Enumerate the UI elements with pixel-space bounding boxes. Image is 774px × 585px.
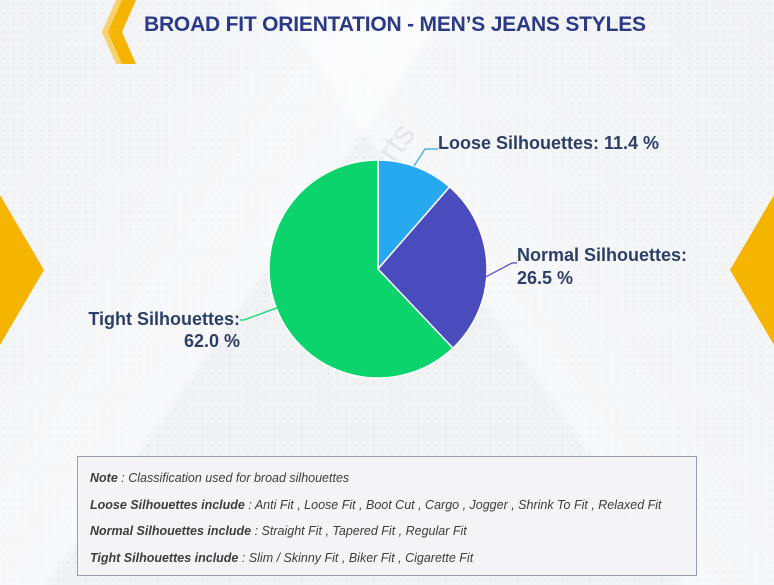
note-line-3: Tight Silhouettes include : Slim / Skinn… — [90, 550, 474, 565]
leader-line-normal — [477, 262, 517, 282]
page-title: BROAD FIT ORIENTATION - MEN’S JEANS STYL… — [144, 13, 646, 36]
slice-value-normal: 26.5 % — [517, 268, 573, 288]
leader-line-tight — [240, 305, 283, 321]
pie-slice-normal — [376, 185, 488, 350]
note-line-2: Normal Silhouettes include : Straight Fi… — [90, 524, 467, 538]
slice-label-tight: Tight Silhouettes: — [88, 309, 240, 329]
slice-label-normal: Normal Silhouettes: — [517, 245, 687, 265]
leader-line-loose — [413, 148, 438, 167]
note-box: Note : Classification used for broad sil… — [77, 456, 697, 576]
note-line-1: Loose Silhouettes include : Anti Fit , L… — [90, 497, 662, 512]
note-line-0: Note : Classification used for broad sil… — [90, 471, 350, 485]
right-chevron-decoration — [730, 195, 774, 345]
pie-slice-tight — [268, 159, 454, 379]
pie-slice-loose — [377, 159, 451, 272]
title-chevron-icon — [102, 0, 136, 64]
header: BROAD FIT ORIENTATION - MEN’S JEANS STYL… — [102, 0, 774, 64]
pie-chart: Loose Silhouettes: 11.4 % Normal Silhouet… — [88, 133, 687, 379]
slice-label-loose: Loose Silhouettes: 11.4 % — [438, 133, 659, 153]
left-chevron-decoration — [0, 195, 44, 345]
slice-value-tight: 62.0 % — [184, 331, 240, 351]
